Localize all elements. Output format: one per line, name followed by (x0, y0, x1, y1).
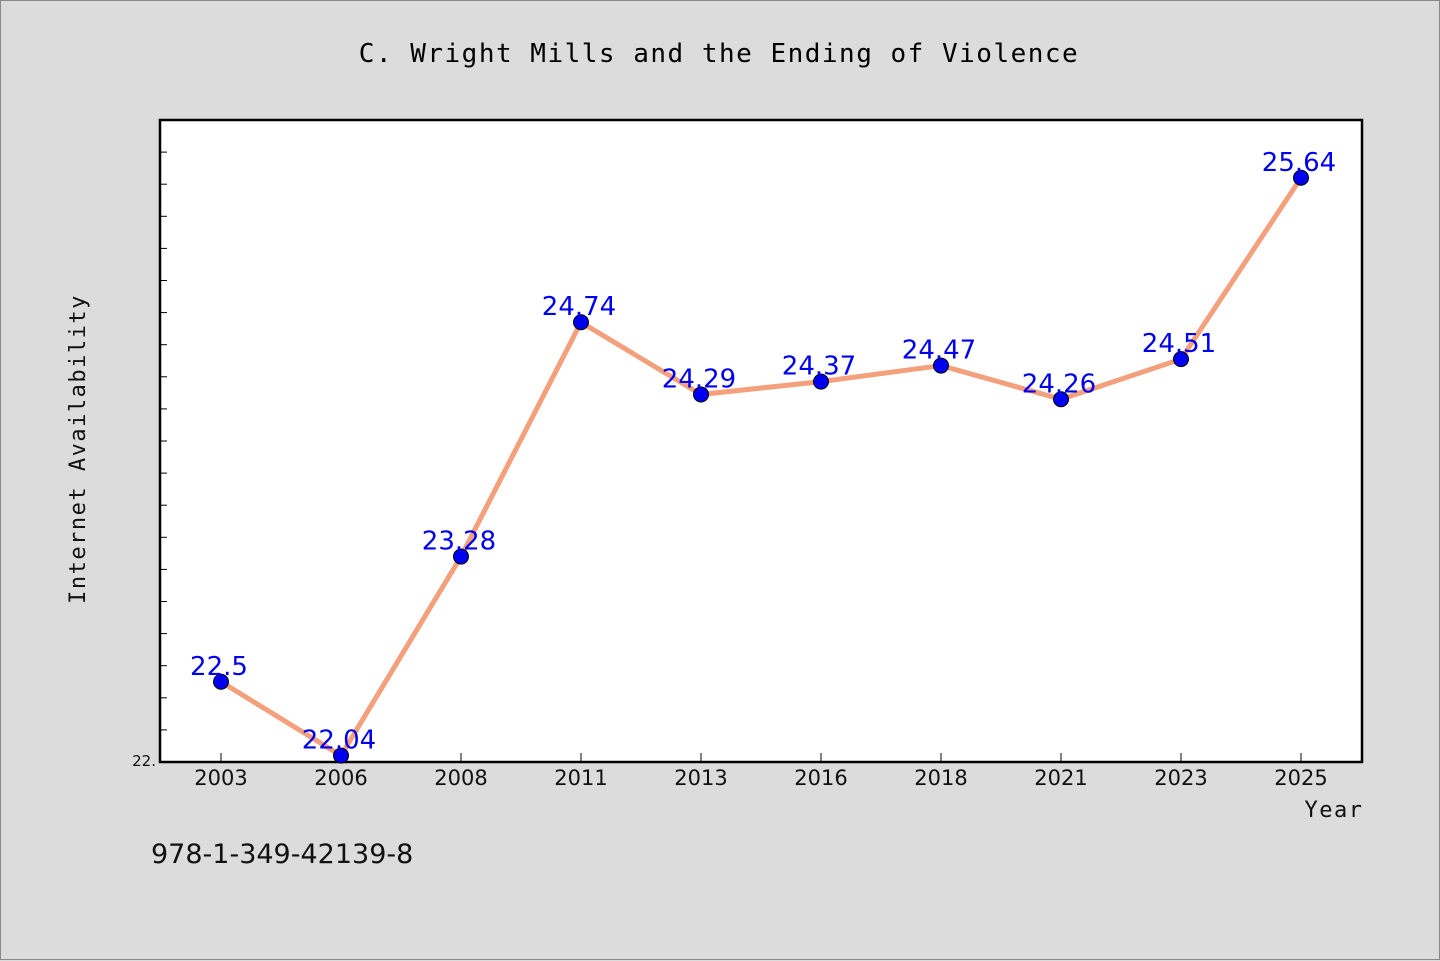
data-label: 24.37 (782, 352, 856, 382)
data-point (333, 747, 349, 764)
data-label: 22.04 (302, 726, 376, 756)
series-polyline (219, 176, 1304, 759)
x-axis-label: Year (1305, 798, 1364, 823)
data-label: 24.47 (902, 336, 976, 366)
y-axis-label: Internet Availability (66, 294, 91, 604)
data-label: 24.26 (1022, 369, 1096, 399)
x-tick-label: 2023 (1154, 766, 1207, 790)
x-tick-label: 2008 (434, 766, 487, 790)
x-tick-label: 2013 (674, 766, 727, 790)
plot-area (158, 118, 1364, 764)
chart-title: C. Wright Mills and the Ending of Violen… (359, 39, 1079, 69)
data-label: 24.74 (542, 292, 616, 322)
x-tick-label: 2025 (1274, 766, 1327, 790)
data-label: 24.51 (1142, 329, 1216, 359)
data-label: 22.5 (190, 652, 248, 682)
data-point (813, 373, 829, 390)
data-point (1293, 169, 1309, 186)
data-point (453, 548, 469, 565)
x-tick-label: 2006 (314, 766, 367, 790)
footer-isbn: 978-1-349-42139-8 (151, 839, 413, 870)
data-label: 24.29 (662, 364, 736, 394)
y-tick-label: 22. (132, 752, 156, 770)
x-axis-ticks: 2003 2006 2008 2011 2013 2016 2018 2021 2023 2025 (194, 753, 1328, 790)
x-tick-label: 2003 (194, 766, 247, 790)
data-label: 23.28 (422, 527, 496, 557)
data-point (693, 386, 709, 403)
data-point (1053, 391, 1069, 408)
y-axis-ticks: 22. (132, 151, 167, 770)
data-point (1173, 351, 1189, 368)
x-tick-label: 2016 (794, 766, 847, 790)
data-point (213, 673, 229, 690)
x-tick-label: 2011 (554, 766, 607, 790)
data-point (933, 357, 949, 374)
data-label: 25.64 (1262, 148, 1336, 178)
data-point (573, 314, 589, 331)
x-tick-label: 2021 (1034, 766, 1087, 790)
series-line (213, 169, 1309, 764)
data-labels: 22.5 22.04 23.28 24.74 24.29 24.37 24.47 24.26 2… (190, 148, 1336, 756)
x-tick-label: 2018 (914, 766, 967, 790)
